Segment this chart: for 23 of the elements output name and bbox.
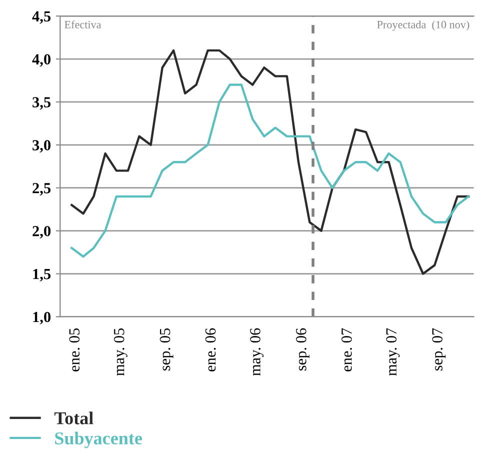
annotation: Proyectada (10 nov) <box>377 20 470 31</box>
y-tick-label: 4,5 <box>32 11 51 24</box>
y-tick-label: 1,5 <box>33 268 51 282</box>
x-tick-label: may. 07 <box>386 328 400 376</box>
y-tick-label: 1,0 <box>33 312 51 324</box>
x-tick-label: may. 05 <box>114 328 128 376</box>
y-tick-label: 3,5 <box>32 97 51 110</box>
y-tick-label: 2,5 <box>32 183 51 196</box>
y-tick-label: 2,0 <box>32 226 51 238</box>
x-tick-label: sep. 06 <box>296 328 310 370</box>
legend-label: Subyacente <box>55 432 142 448</box>
line-series <box>70 49 470 275</box>
annotation: Efectiva <box>64 20 102 28</box>
x-tick-label: may. 06 <box>250 328 264 376</box>
legend-label: Total <box>54 412 94 424</box>
x-tick-label: sep. 07 <box>432 328 446 370</box>
y-tick-label: 3,0 <box>32 140 51 153</box>
x-tick-label: ene. 06 <box>205 328 216 372</box>
x-tick-label: sep. 05 <box>160 328 174 370</box>
line-series <box>70 84 470 258</box>
x-tick-label: ene. 05 <box>69 328 80 372</box>
y-tick-label: 4,0 <box>32 54 51 67</box>
x-tick-label: ene. 07 <box>341 328 352 372</box>
